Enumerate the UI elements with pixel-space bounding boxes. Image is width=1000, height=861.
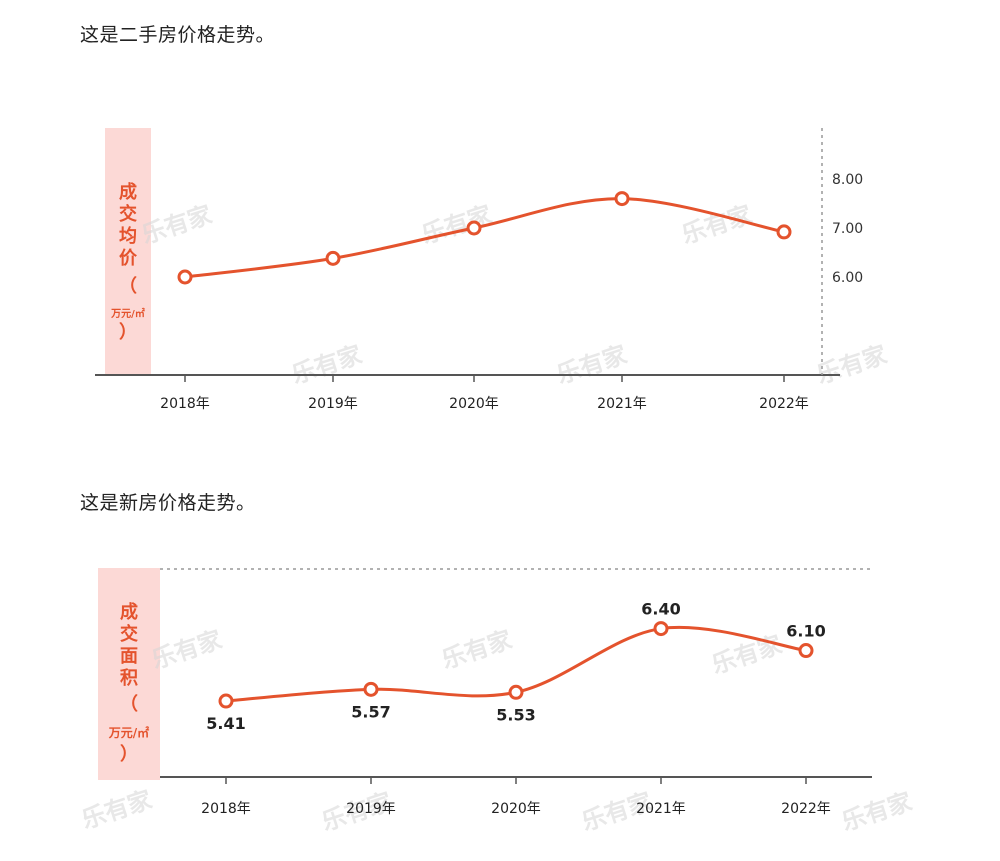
- chart-1-plot: 2018年 2019年 2020年 2021年 2022年 6.00 7.00 8.00: [95, 128, 863, 412]
- y-axis-label-unit: 万元/㎡: [111, 309, 145, 320]
- y-tick-label: 8.00: [832, 172, 863, 188]
- data-point: [177, 269, 193, 285]
- y-tick-label: 7.00: [832, 221, 863, 237]
- y-axis-label-open: （: [119, 276, 137, 297]
- series-line: [184, 197, 785, 279]
- y-axis-label-unit: 万元/㎡: [108, 726, 150, 740]
- data-point: [776, 224, 792, 240]
- data-point: [508, 684, 524, 700]
- data-label: 6.10: [786, 622, 825, 641]
- data-point: [614, 191, 630, 207]
- data-point: [363, 681, 379, 697]
- x-tick-label: 2018年: [160, 396, 210, 412]
- x-tick-label: 2021年: [636, 801, 686, 817]
- chart-2-plot: 2018年 2019年 2020年 2021年 2022年 5.41 5.57 5.53 6.4…: [160, 568, 872, 817]
- x-tick-label: 2020年: [449, 396, 499, 412]
- y-axis-label-main: 成交面积: [98, 602, 160, 690]
- data-label: 5.53: [496, 705, 535, 724]
- x-tick-label: 2022年: [759, 396, 809, 412]
- data-point: [653, 621, 669, 637]
- y-axis-label-close: ）: [119, 322, 137, 343]
- y-axis-label-close: ）: [120, 744, 138, 765]
- x-tick-label: 2018年: [201, 801, 251, 817]
- y-axis-label-text: 成交面积: [120, 602, 138, 689]
- x-tick-label: 2021年: [597, 396, 647, 412]
- y-tick-label: 6.00: [832, 270, 863, 286]
- caption-new-house: 这是新房价格走势。: [80, 492, 256, 514]
- data-point: [466, 220, 482, 236]
- caption-second-hand: 这是二手房价格走势。: [80, 24, 276, 46]
- chart-second-hand-price: 成交均价 （ 万元/㎡ ） 乐有家 乐有家 乐有家 乐有家 乐有家 乐有家 20…: [0, 120, 1000, 420]
- data-point: [218, 693, 234, 709]
- data-point: [798, 643, 814, 659]
- data-label: 5.57: [351, 702, 390, 721]
- y-axis-label-open: （: [120, 694, 138, 715]
- y-axis-label-text: 成交均价: [119, 182, 137, 269]
- chart-new-house-price: 成交面积 （ 万元/㎡ ） 乐有家 乐有家 乐有家 乐有家 乐有家 乐有家 乐有…: [0, 560, 1000, 860]
- x-tick-label: 2019年: [346, 801, 396, 817]
- x-tick-label: 2020年: [491, 801, 541, 817]
- data-label: 6.40: [641, 600, 680, 619]
- y-axis-label-box: 成交均价 （ 万元/㎡ ）: [105, 128, 151, 376]
- data-point: [325, 250, 341, 266]
- y-axis-label-box: 成交面积 （ 万元/㎡ ）: [98, 568, 160, 780]
- x-tick-label: 2019年: [308, 396, 358, 412]
- data-label: 5.41: [206, 714, 245, 733]
- x-tick-label: 2022年: [781, 801, 831, 817]
- y-axis-label-main: 成交均价: [105, 182, 151, 270]
